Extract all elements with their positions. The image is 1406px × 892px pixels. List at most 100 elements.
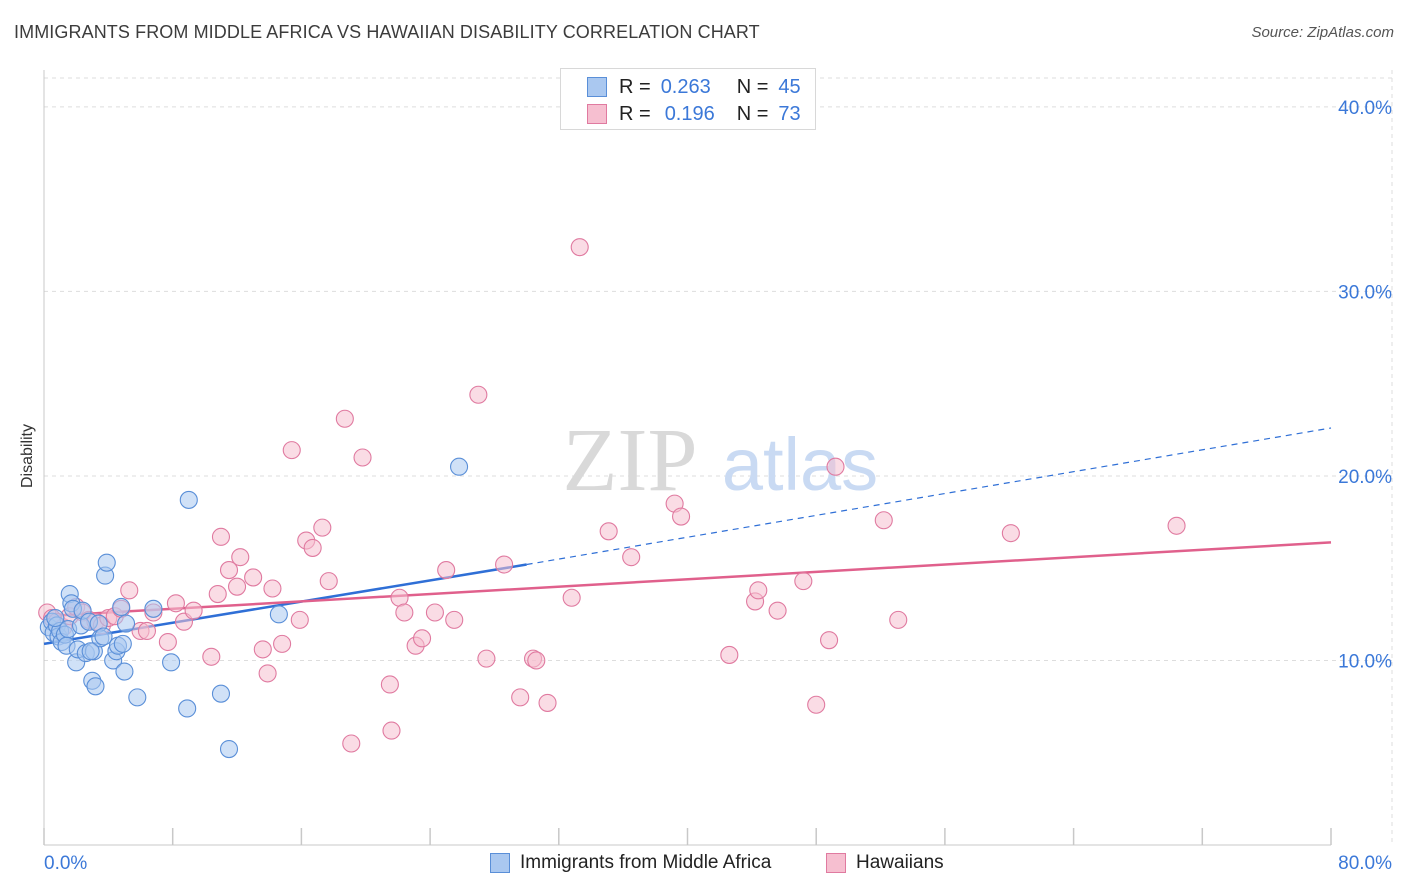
point-hawaiian bbox=[184, 601, 203, 620]
point-hawaiian bbox=[263, 579, 282, 598]
point-middle-africa bbox=[450, 457, 469, 476]
legend-r-label: R = bbox=[619, 75, 651, 98]
point-hawaiian bbox=[820, 631, 839, 650]
point-hawaiian bbox=[889, 610, 908, 629]
y-tick-label: 40.0% bbox=[1338, 98, 1392, 119]
point-middle-africa bbox=[116, 614, 136, 633]
point-middle-africa bbox=[179, 490, 198, 509]
point-hawaiian bbox=[570, 238, 589, 257]
legend-swatch-blue bbox=[587, 77, 607, 97]
watermark: ZIP atlas bbox=[563, 411, 879, 510]
point-hawaiian bbox=[342, 734, 361, 753]
point-hawaiian bbox=[273, 634, 292, 653]
point-hawaiian bbox=[599, 522, 618, 541]
point-hawaiian bbox=[562, 588, 581, 607]
tick-labels: 10.0% 20.0% 30.0% 40.0% 0.0% 80.0% bbox=[44, 98, 1392, 874]
point-hawaiian bbox=[158, 632, 177, 652]
series-name-pink: Hawaiians bbox=[856, 852, 944, 873]
point-hawaiian bbox=[622, 548, 641, 567]
series-legend-pink: Hawaiians bbox=[826, 852, 944, 874]
point-hawaiian bbox=[120, 581, 139, 600]
point-hawaiian bbox=[282, 441, 301, 460]
point-hawaiian bbox=[211, 527, 231, 546]
point-middle-africa bbox=[86, 677, 105, 696]
y-tick-label: 10.0% bbox=[1338, 651, 1392, 672]
point-middle-africa bbox=[162, 653, 181, 672]
point-hawaiian bbox=[353, 448, 372, 467]
point-hawaiian bbox=[425, 603, 444, 622]
series-swatch-blue bbox=[490, 853, 510, 873]
point-hawaiian bbox=[290, 610, 309, 629]
point-hawaiian bbox=[874, 511, 893, 530]
point-hawaiian bbox=[527, 651, 546, 670]
point-hawaiian bbox=[413, 629, 432, 648]
point-hawaiian bbox=[1167, 516, 1186, 535]
point-middle-africa bbox=[113, 634, 132, 653]
watermark-zip: ZIP bbox=[563, 411, 698, 510]
legend-r-label: R = bbox=[619, 102, 651, 125]
x-tick-label: 0.0% bbox=[44, 853, 87, 874]
point-hawaiian bbox=[538, 693, 557, 712]
point-hawaiian bbox=[511, 688, 530, 707]
point-hawaiian bbox=[382, 721, 401, 740]
x-tick-label: 80.0% bbox=[1338, 853, 1392, 874]
point-hawaiian bbox=[477, 649, 496, 668]
point-hawaiian bbox=[768, 601, 787, 620]
point-hawaiian bbox=[495, 555, 514, 574]
point-hawaiian bbox=[137, 621, 157, 641]
point-middle-africa bbox=[211, 684, 231, 703]
legend-swatch-pink bbox=[587, 104, 607, 124]
point-hawaiian bbox=[166, 594, 185, 613]
point-hawaiian bbox=[208, 584, 227, 604]
point-middle-africa bbox=[144, 599, 163, 618]
chart-title: IMMIGRANTS FROM MIDDLE AFRICA VS HAWAIIA… bbox=[14, 22, 760, 42]
point-hawaiian bbox=[720, 645, 739, 664]
point-middle-africa bbox=[94, 627, 113, 646]
point-middle-africa bbox=[81, 642, 100, 661]
point-hawaiian bbox=[231, 548, 250, 567]
point-hawaiian bbox=[303, 538, 322, 557]
point-hawaiian bbox=[672, 507, 691, 526]
legend: R = 0.263 N = 45 R = 0.196 N = 73 bbox=[560, 68, 816, 130]
point-middle-africa bbox=[46, 608, 65, 628]
axes bbox=[43, 70, 1332, 846]
point-hawaiian bbox=[826, 457, 845, 476]
legend-n-label: N = bbox=[736, 102, 769, 125]
point-middle-africa bbox=[219, 739, 239, 759]
point-hawaiian bbox=[253, 640, 272, 659]
legend-row-blue: R = 0.263 N = 45 bbox=[587, 75, 801, 99]
point-middle-africa bbox=[97, 553, 116, 572]
point-hawaiian bbox=[335, 409, 354, 428]
series-name-blue: Immigrants from Middle Africa bbox=[520, 852, 772, 873]
legend-row-pink: R = 0.196 N = 73 bbox=[587, 102, 801, 126]
point-hawaiian bbox=[1001, 524, 1020, 543]
trend-line-hawaiian bbox=[43, 541, 1332, 618]
grid-lines bbox=[44, 70, 1393, 845]
point-middle-africa bbox=[269, 605, 288, 624]
point-middle-africa bbox=[128, 688, 147, 707]
point-hawaiian bbox=[807, 695, 826, 714]
series-swatch-pink bbox=[826, 853, 846, 873]
point-hawaiian bbox=[313, 518, 332, 537]
point-middle-africa bbox=[112, 597, 131, 617]
y-tick-label: 30.0% bbox=[1338, 282, 1392, 303]
point-middle-africa bbox=[115, 662, 134, 681]
legend-r-value: 0.263 bbox=[660, 75, 711, 98]
legend-r-value: 0.196 bbox=[664, 102, 715, 125]
legend-n-value: 73 bbox=[778, 102, 801, 125]
point-hawaiian bbox=[469, 385, 488, 404]
point-hawaiian bbox=[395, 603, 414, 622]
point-hawaiian bbox=[258, 664, 277, 683]
legend-n-value: 45 bbox=[778, 75, 801, 98]
point-hawaiian bbox=[228, 577, 247, 596]
source-label: Source: ZipAtlas.com bbox=[1251, 24, 1394, 41]
legend-n-label: N = bbox=[736, 75, 769, 98]
data-points bbox=[38, 238, 1186, 759]
trend-line-middle-africa-extension bbox=[526, 427, 1332, 566]
point-hawaiian bbox=[202, 647, 221, 666]
watermark-atlas: atlas bbox=[722, 423, 878, 506]
point-hawaiian bbox=[319, 572, 338, 591]
y-tick-label: 20.0% bbox=[1338, 467, 1392, 488]
point-hawaiian bbox=[445, 610, 464, 629]
